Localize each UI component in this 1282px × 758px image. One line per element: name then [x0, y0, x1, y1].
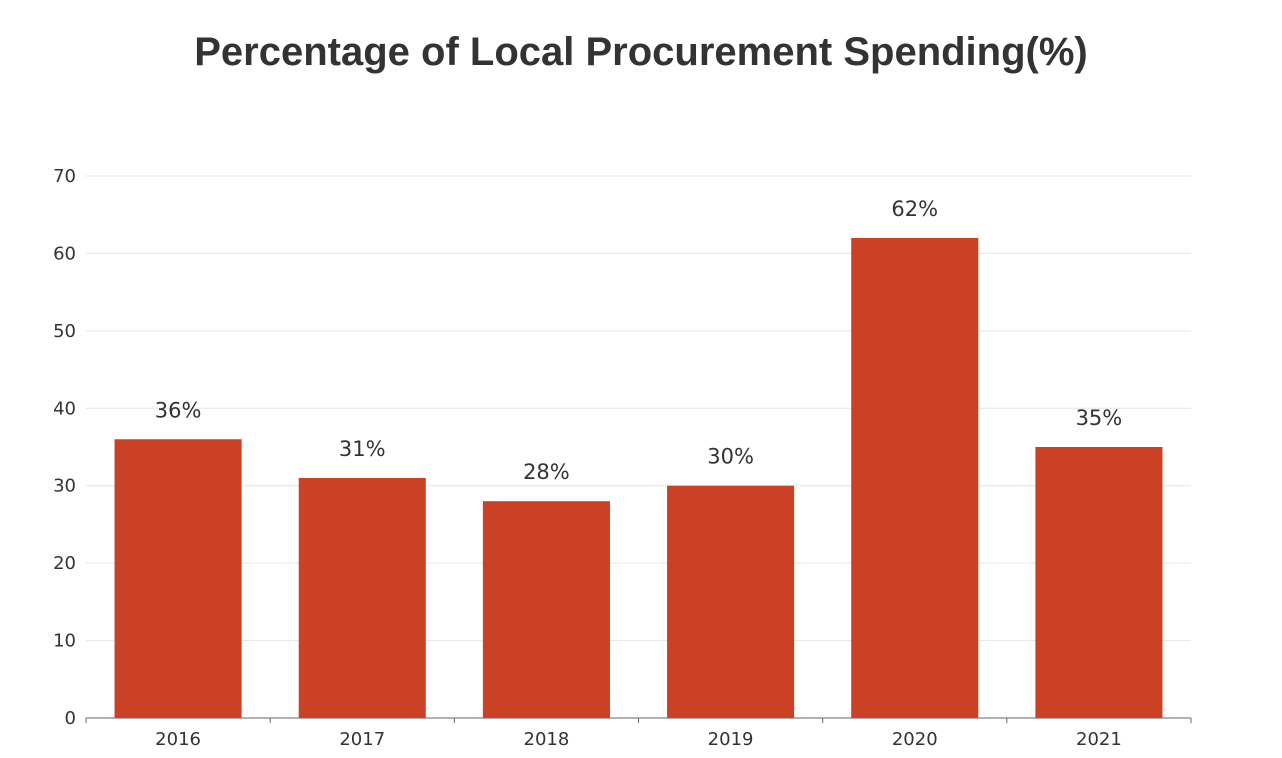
y-tick-label: 10: [53, 631, 76, 652]
x-tick-label: 2018: [524, 729, 570, 750]
chart-title: Percentage of Local Procurement Spending…: [194, 30, 1088, 74]
bar: [298, 477, 426, 718]
bar: [114, 439, 242, 718]
x-axis: [85, 717, 1192, 723]
bars: [114, 237, 1163, 718]
y-tick-label: 30: [53, 476, 76, 497]
bar: [851, 237, 979, 718]
data-label: 31%: [339, 437, 386, 461]
gridlines: [86, 175, 1191, 642]
x-tick-label: 2019: [708, 729, 754, 750]
y-axis-ticks: 0 10 20 30 40 50 60 70: [53, 166, 76, 729]
y-tick-label: 0: [65, 708, 76, 729]
x-tick-label: 2021: [1076, 729, 1122, 750]
x-axis-ticks: 2016 2017 2018 2019 2020 2021: [155, 729, 1122, 750]
bar: [1035, 447, 1163, 718]
data-label: 36%: [155, 398, 202, 422]
data-label: 28%: [523, 460, 570, 484]
y-tick-label: 70: [53, 166, 76, 187]
y-tick-label: 40: [53, 398, 76, 419]
y-tick-label: 50: [53, 321, 76, 342]
x-tick-label: 2016: [155, 729, 201, 750]
y-tick-label: 60: [53, 243, 76, 264]
bar: [482, 501, 610, 718]
bar: [667, 485, 795, 718]
x-tick-label: 2017: [339, 729, 385, 750]
y-tick-label: 20: [53, 553, 76, 574]
data-label: 35%: [1076, 406, 1123, 430]
data-label: 30%: [707, 445, 754, 469]
x-tick-label: 2020: [892, 729, 938, 750]
data-label: 62%: [891, 197, 938, 221]
data-labels: 36% 31% 28% 30% 62% 35%: [155, 197, 1123, 484]
